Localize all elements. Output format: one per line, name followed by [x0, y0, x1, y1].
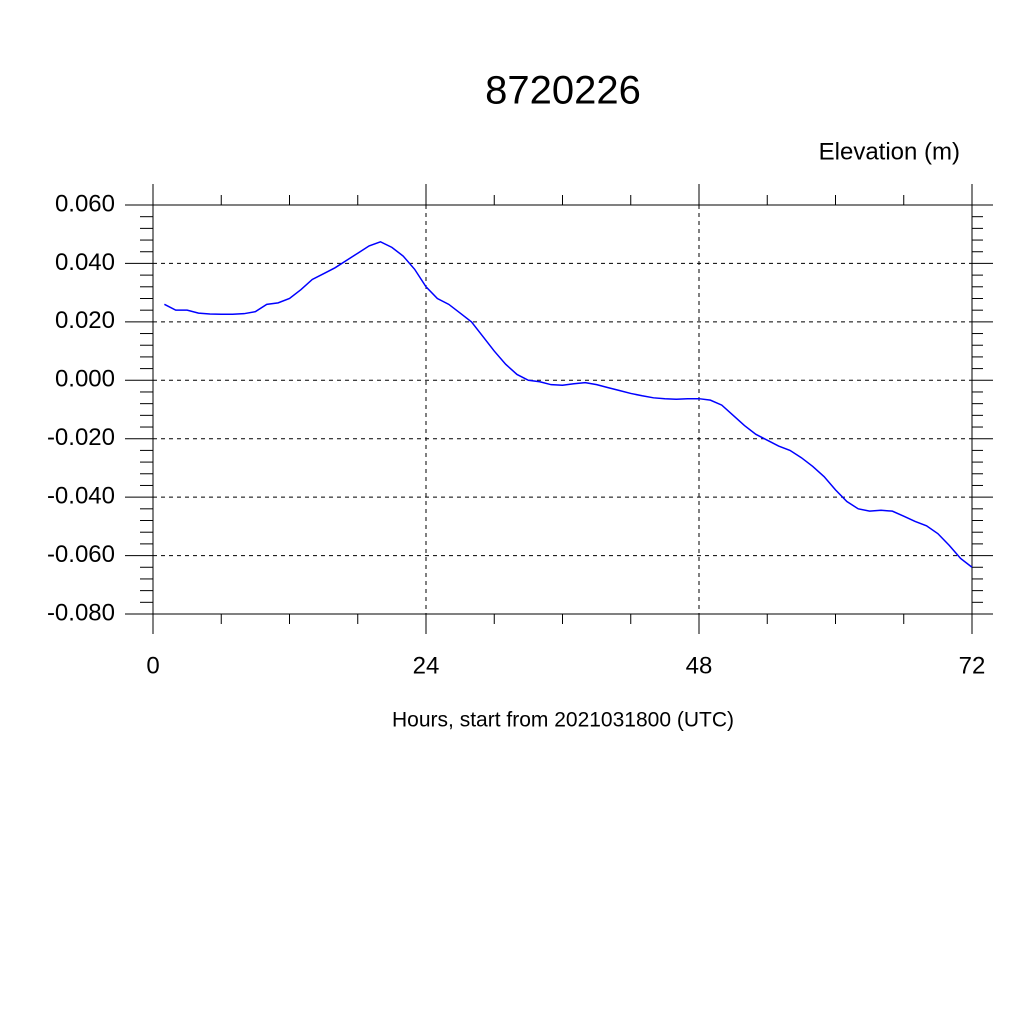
y-tick-label: 0.040 [55, 249, 115, 276]
y-tick-label: 0.060 [55, 190, 115, 217]
y-tick-label: 0.000 [55, 366, 115, 393]
y-tick-label: 0.020 [55, 307, 115, 334]
y-tick-label: -0.040 [47, 482, 115, 509]
x-axis-label: Hours, start from 2021031800 (UTC) [392, 709, 734, 732]
y-tick-label: -0.020 [47, 424, 115, 451]
y-tick-label: -0.060 [47, 541, 115, 568]
x-tick-label: 48 [686, 652, 713, 679]
x-tick-label: 72 [959, 652, 986, 679]
data-line [164, 240, 973, 568]
y-axis-label: Elevation (m) [819, 138, 960, 165]
chart-title: 8720226 [485, 69, 641, 113]
y-tick-label: -0.080 [47, 599, 115, 626]
x-tick-label: 0 [146, 652, 159, 679]
x-tick-label: 24 [413, 652, 440, 679]
